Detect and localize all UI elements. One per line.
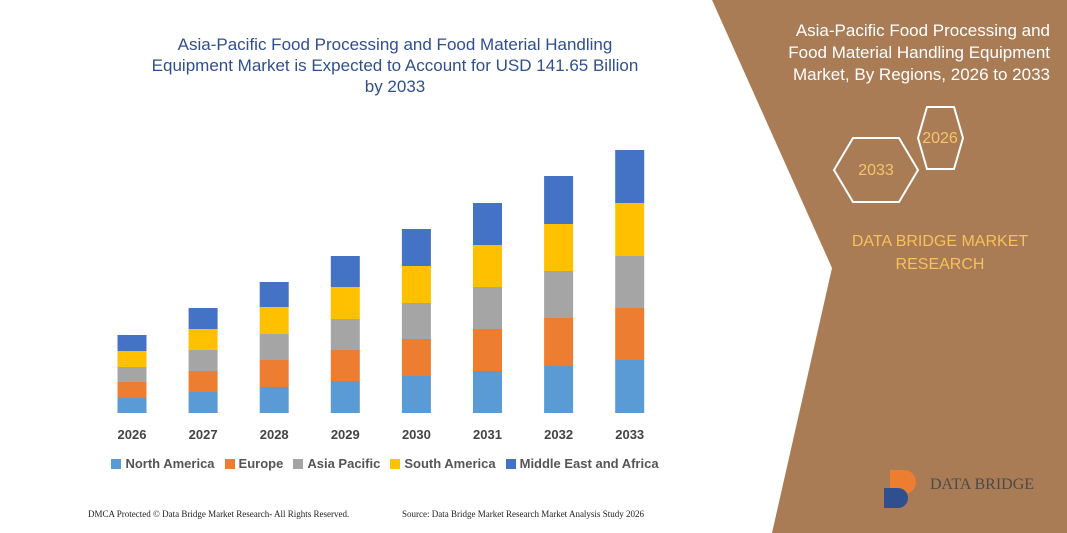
x-tick-label: 2029	[331, 427, 360, 442]
bar-segment	[330, 287, 360, 319]
bar-segment	[544, 176, 574, 224]
hexagon	[916, 106, 965, 170]
bar-segment	[117, 351, 147, 367]
legend-label: Europe	[238, 456, 284, 471]
legend-item: Middle East and Africa	[505, 456, 659, 471]
bars: 2026 2027 2028 2029 2030 2031 2032 2033	[117, 150, 645, 442]
bar-segment	[330, 256, 360, 287]
legend: North America Europe Asia Pacific South Ame…	[0, 456, 770, 471]
hexagon	[832, 137, 920, 203]
bar-segment	[544, 318, 574, 366]
legend-label: Asia Pacific	[307, 456, 381, 471]
hexagon-label: 2026	[922, 130, 958, 147]
bar-segment	[615, 203, 645, 256]
x-tick-label: 2027	[189, 427, 218, 442]
legend-swatch	[293, 458, 304, 469]
bar-segment	[330, 381, 360, 413]
footer-right: Source: Data Bridge Market Research Mark…	[402, 509, 644, 519]
side-panel	[712, 0, 1067, 533]
legend-item: North America	[111, 456, 215, 471]
bar-segment	[330, 319, 360, 350]
bar-segment	[117, 335, 147, 351]
x-tick-label: 2030	[402, 427, 431, 442]
x-tick-label: 2033	[615, 427, 644, 442]
bar-segment	[473, 287, 502, 329]
legend-label: Middle East and Africa	[519, 456, 659, 471]
legend-swatch	[390, 458, 401, 469]
panel-title: Asia-Pacific Food Processing and Food Ma…	[788, 21, 1050, 84]
x-tick-label: 2026	[118, 427, 147, 442]
bar-segment	[473, 329, 502, 371]
legend-item: Asia Pacific	[293, 456, 380, 471]
bar-segment	[473, 245, 502, 287]
bar-segment	[188, 329, 218, 350]
bar-segment	[401, 229, 431, 266]
bar-segment	[188, 350, 218, 371]
bar-segment	[544, 271, 574, 318]
bar-segment	[615, 150, 645, 203]
x-tick-label: 2032	[544, 427, 573, 442]
bar-segment	[473, 203, 502, 245]
bar-segment	[615, 256, 645, 308]
legend-swatch	[505, 458, 516, 469]
hexagon-label: 2033	[858, 162, 894, 179]
footer-left: DMCA Protected © Data Bridge Market Rese…	[88, 509, 350, 519]
bar-segment	[615, 360, 645, 413]
bar-segment	[259, 282, 289, 307]
legend-label: North America	[125, 456, 215, 471]
bar-segment	[117, 367, 147, 382]
logo-icon	[884, 488, 908, 508]
bar-segment	[544, 366, 574, 413]
legend-swatch	[111, 458, 122, 469]
chart-title: Asia-Pacific Food Processing and Food Ma…	[151, 35, 639, 96]
bar-segment	[259, 334, 289, 360]
legend-swatch	[224, 458, 235, 469]
bar-segment	[188, 308, 218, 329]
legend-label: South America	[404, 456, 496, 471]
x-tick-label: 2031	[473, 427, 502, 442]
bar-segment	[330, 350, 360, 381]
bar-segment	[401, 266, 431, 303]
bar-segment	[401, 339, 431, 376]
bar-segment	[259, 307, 289, 334]
x-tick-label: 2028	[260, 427, 289, 442]
legend-item: Europe	[224, 456, 284, 471]
logo-text: DATA BRIDGE	[930, 476, 1035, 493]
bar-segment	[117, 398, 147, 413]
legend-item: South America	[390, 456, 496, 471]
bar-segment	[117, 382, 147, 398]
bar-segment	[259, 360, 289, 387]
bar-segment	[401, 303, 431, 339]
bar-segment	[401, 376, 431, 413]
bar-segment	[544, 224, 574, 271]
bar-segment	[615, 308, 645, 360]
bar-segment	[188, 392, 218, 413]
bar-segment	[473, 371, 502, 413]
bar-segment	[188, 371, 218, 392]
bar-segment	[259, 387, 289, 413]
brand: DATA BRIDGE MARKET RESEARCH	[851, 233, 1029, 273]
